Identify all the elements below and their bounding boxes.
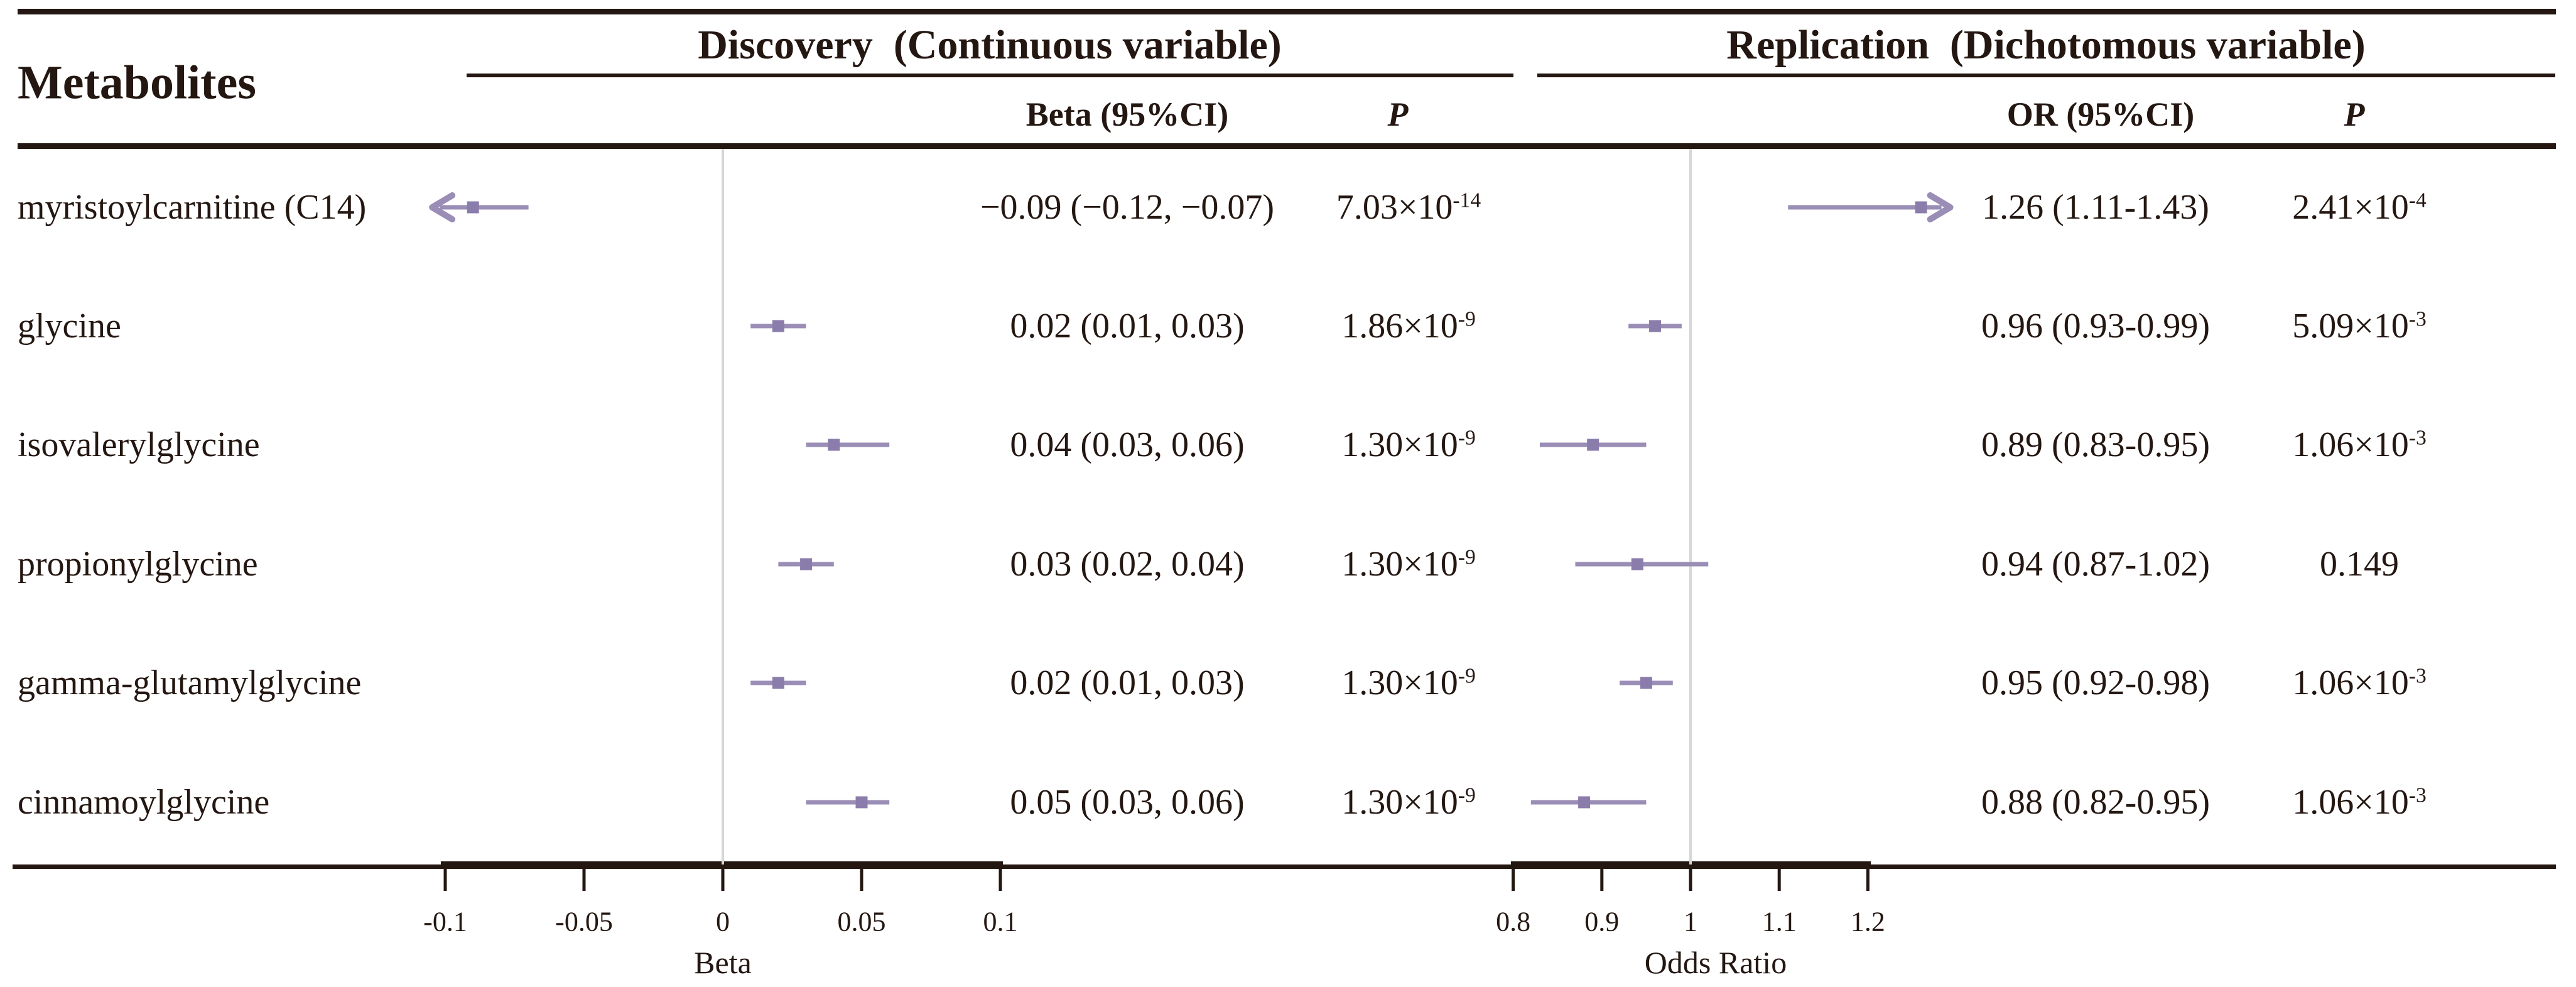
discovery-title-underline: [467, 74, 1513, 77]
p-exponent: -14: [1453, 188, 1481, 212]
or-ci-column-header: OR (95%CI): [2006, 95, 2195, 133]
p-mantissa: 1.06×10: [2292, 425, 2409, 464]
p-exponent: -3: [2408, 664, 2427, 688]
row-label: isovalerylglycine: [18, 425, 260, 464]
point-marker: [855, 796, 868, 809]
point-marker: [1649, 320, 1662, 332]
beta-ci-value: 0.02 (0.01, 0.03): [1010, 307, 1245, 346]
point-marker: [1631, 558, 1643, 570]
point-marker: [772, 677, 784, 689]
p-exponent: -3: [2408, 307, 2427, 331]
p-mantissa: 2.41×10: [2292, 188, 2409, 227]
p-exponent: -3: [2408, 783, 2427, 807]
beta-zero-reference-line: [722, 149, 724, 864]
bottom-rule: [13, 864, 2556, 869]
point-marker: [1915, 201, 1927, 214]
row-label: cinnamoylglycine: [18, 783, 270, 822]
or-axis-line: [1511, 861, 1871, 869]
beta-tick-label: -0.1: [423, 906, 467, 937]
point-marker: [800, 558, 813, 570]
replication-p-value: 1.06×10-3: [2292, 425, 2427, 465]
p-mantissa: 0.149: [2320, 545, 2399, 584]
beta-ci-value: 0.04 (0.03, 0.06): [1010, 425, 1245, 464]
p-mantissa: 1.30×10: [1341, 663, 1458, 702]
p-mantissa: 1.30×10: [1341, 545, 1458, 584]
row-label: glycine: [18, 307, 121, 346]
p-exponent: -4: [2408, 188, 2427, 212]
left-clip-arrow-icon: [429, 192, 456, 222]
header-separator-rule: [18, 143, 2556, 149]
discovery-p-column-header: P: [1387, 95, 1409, 133]
replication-p-value: 0.149: [2320, 544, 2399, 584]
point-marker: [1640, 677, 1652, 689]
replication-p-value: 1.06×10-3: [2292, 663, 2427, 703]
beta-tick-label: -0.05: [555, 906, 613, 937]
row-label: myristoylcarnitine (C14): [18, 188, 367, 227]
metabolites-column-header: Metabolites: [18, 56, 256, 109]
beta-axis-title: Beta: [694, 945, 752, 980]
discovery-p-value: 1.30×10-9: [1341, 663, 1476, 703]
beta-ci-column-header: Beta (95%CI): [1026, 95, 1229, 133]
beta-tick-label: 0.05: [837, 906, 886, 937]
p-mantissa: 1.86×10: [1341, 307, 1458, 346]
discovery-p-value: 1.30×10-9: [1341, 544, 1476, 584]
discovery-p-value: 1.86×10-9: [1341, 306, 1476, 346]
replication-panel-title: Replication (Dichotomous variable): [1726, 22, 2366, 68]
beta-tick-label: 0.1: [983, 906, 1018, 937]
p-mantissa: 7.03×10: [1336, 188, 1453, 227]
row-label: propionylglycine: [18, 545, 258, 584]
or-ci-value: 1.26 (1.11-1.43): [1982, 188, 2209, 227]
or-tick-label: 0.9: [1584, 906, 1620, 937]
discovery-panel-title: Discovery (Continuous variable): [698, 22, 1282, 68]
beta-ci-value: 0.03 (0.02, 0.04): [1010, 545, 1245, 584]
p-exponent: -3: [2408, 426, 2427, 450]
or-one-reference-line: [1689, 149, 1692, 864]
p-mantissa: 1.30×10: [1341, 425, 1458, 464]
or-tick-label: 1.1: [1762, 906, 1797, 937]
or-ci-value: 0.96 (0.93-0.99): [1981, 307, 2210, 346]
p-exponent: -9: [1458, 307, 1476, 331]
or-ci-value: 0.95 (0.92-0.98): [1981, 663, 2210, 702]
or-ci-value: 0.89 (0.83-0.95): [1981, 425, 2210, 464]
replication-title-underline: [1537, 74, 2555, 77]
or-tick-label: 1: [1684, 906, 1697, 937]
p-exponent: -9: [1458, 783, 1476, 807]
beta-axis-line: [441, 861, 1003, 869]
p-mantissa: 1.30×10: [1341, 783, 1458, 822]
beta-ci-value: −0.09 (−0.12, −0.07): [980, 188, 1275, 227]
point-marker: [828, 439, 840, 451]
or-ci-value: 0.88 (0.82-0.95): [1981, 783, 2210, 822]
row-label: gamma-glutamylglycine: [18, 663, 362, 702]
p-exponent: -9: [1458, 426, 1476, 450]
or-tick-label: 0.8: [1496, 906, 1531, 937]
replication-p-value: 1.06×10-3: [2292, 782, 2427, 822]
replication-p-value: 5.09×10-3: [2292, 306, 2427, 346]
discovery-p-value: 7.03×10-14: [1336, 187, 1481, 227]
right-clip-arrow-icon: [1927, 192, 1954, 222]
beta-ci-value: 0.02 (0.01, 0.03): [1010, 663, 1245, 702]
or-ci-value: 0.94 (0.87-1.02): [1981, 545, 2210, 584]
odds-ratio-axis-title: Odds Ratio: [1644, 945, 1787, 980]
p-mantissa: 1.06×10: [2292, 783, 2409, 822]
beta-tick-label: 0: [716, 906, 730, 937]
point-marker: [1578, 796, 1591, 809]
p-exponent: -9: [1458, 664, 1476, 688]
beta-ci-value: 0.05 (0.03, 0.06): [1010, 783, 1245, 822]
or-tick-label: 1.2: [1850, 906, 1885, 937]
p-mantissa: 1.06×10: [2292, 663, 2409, 702]
p-mantissa: 5.09×10: [2292, 307, 2409, 346]
discovery-p-value: 1.30×10-9: [1341, 782, 1476, 822]
p-exponent: -9: [1458, 545, 1476, 569]
replication-p-value: 2.41×10-4: [2292, 187, 2427, 227]
point-marker: [772, 320, 784, 332]
top-rule: [18, 9, 2556, 14]
discovery-p-value: 1.30×10-9: [1341, 425, 1476, 465]
point-marker: [1587, 439, 1599, 451]
replication-p-column-header: P: [2344, 95, 2365, 133]
point-marker: [467, 201, 479, 214]
